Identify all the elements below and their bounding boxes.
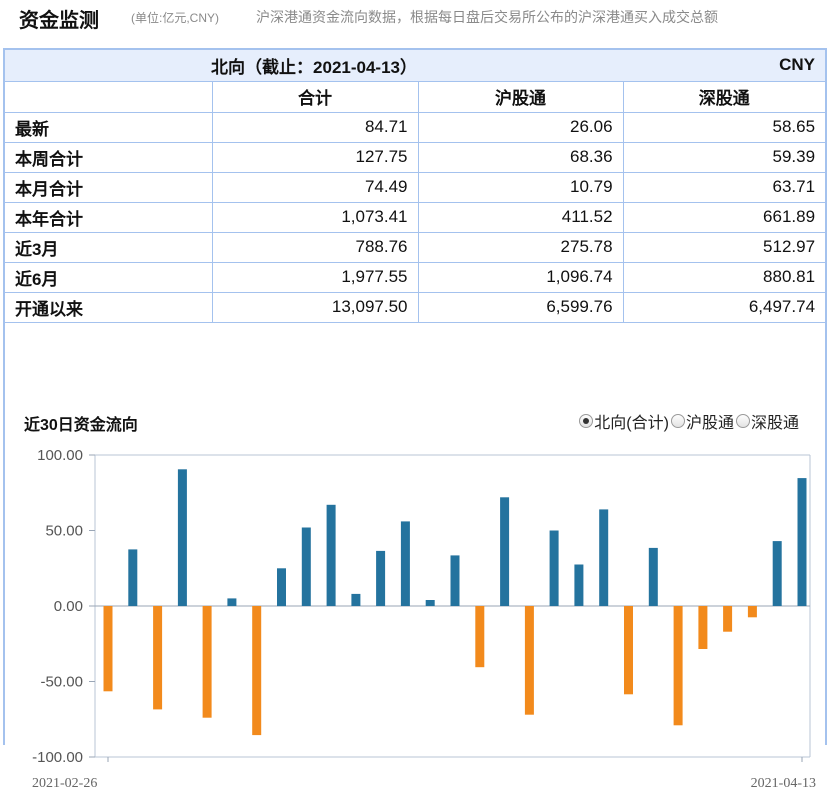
legend-label: 深股通 xyxy=(750,415,799,432)
y-tick-label: -50.00 xyxy=(40,674,83,691)
cell-shanghai: 68.36 xyxy=(417,141,624,173)
page-header: 资金监测 (单位:亿元,CNY) 沪深港通资金流向数据，根据每日盘后交易所公布的… xyxy=(0,0,835,34)
bar-negative xyxy=(524,606,534,715)
y-tick-label: 100.00 xyxy=(37,447,83,464)
cell-shenzhen: 63.71 xyxy=(622,171,826,203)
radio-checked-icon[interactable] xyxy=(579,414,594,428)
table-row: 最新 84.71 26.06 58.65 xyxy=(5,111,826,143)
fund-flow-bar-chart: 100.00 50.00 0.00 -50.00 -100.00 2021-02-26 20… xyxy=(32,447,816,791)
radio-unchecked-icon[interactable] xyxy=(670,414,685,428)
bar-positive xyxy=(450,555,460,606)
cell-total: 1,073.41 xyxy=(211,201,419,233)
y-tick-label: 50.00 xyxy=(45,523,83,540)
bar-negative xyxy=(723,606,733,632)
row-label: 本月合计 xyxy=(5,171,213,203)
table-title-row: 北向（截止：2021-04-13） CNY xyxy=(5,50,826,82)
row-label: 开通以来 xyxy=(5,291,213,323)
row-label: 近3月 xyxy=(5,231,213,263)
cell-shenzhen: 58.65 xyxy=(622,111,826,143)
bar-positive xyxy=(128,549,138,606)
northbound-flow-table: 北向（截止：2021-04-13） CNY 合计 沪股通 深股通 最新 84.71… xyxy=(5,50,826,323)
row-label: 本周合计 xyxy=(5,141,213,173)
column-header-shanghai: 沪股通 xyxy=(417,80,624,113)
unit-note: (单位:亿元,CNY) xyxy=(131,11,219,25)
bar-negative xyxy=(202,606,212,718)
fund-monitor-panel: 北向（截止：2021-04-13） CNY 合计 沪股通 深股通 最新 84.71… xyxy=(3,48,827,791)
table-row: 本月合计 74.49 10.79 63.71 xyxy=(5,171,826,203)
cell-shanghai: 10.79 xyxy=(417,171,624,203)
bar-positive xyxy=(425,600,435,606)
description-text: 沪深港通资金流向数据，根据每日盘后交易所公布的沪深港通买入成交总额 xyxy=(256,9,718,25)
chart-title: 近30日资金流向 xyxy=(24,417,138,434)
cell-shenzhen: 59.39 xyxy=(622,141,826,173)
cell-total: 74.49 xyxy=(211,171,419,203)
bar-negative xyxy=(698,606,708,649)
bar-negative xyxy=(747,606,757,618)
bar-positive xyxy=(301,527,311,606)
currency-label: CNY xyxy=(623,50,826,82)
bar-positive xyxy=(277,568,286,607)
cell-total: 127.75 xyxy=(211,141,419,173)
column-header-row: 合计 沪股通 深股通 xyxy=(5,80,826,113)
table-row: 开通以来 13,097.50 6,599.76 6,497.74 xyxy=(5,291,826,323)
bar-positive xyxy=(227,598,237,606)
table-row: 近6月 1,977.55 1,096.74 880.81 xyxy=(5,261,826,293)
bar-negative xyxy=(673,606,683,726)
bar-positive xyxy=(772,541,782,606)
radio-unchecked-icon[interactable] xyxy=(735,414,750,428)
row-label: 近6月 xyxy=(5,261,213,293)
column-header-shenzhen: 深股通 xyxy=(622,80,826,113)
cell-total: 788.76 xyxy=(211,231,419,263)
cell-shenzhen: 6,497.74 xyxy=(622,291,826,323)
cell-shanghai: 1,096.74 xyxy=(417,261,624,293)
bar-negative xyxy=(624,606,633,695)
legend-item-northbound-total[interactable]: 北向(合计) xyxy=(579,409,669,433)
y-tick-label: -100.00 xyxy=(32,749,83,766)
legend-label: 北向(合计) xyxy=(594,415,669,432)
cell-shenzhen: 512.97 xyxy=(622,231,826,263)
bar-positive xyxy=(177,469,187,606)
bar-negative xyxy=(475,606,485,668)
cell-total: 84.71 xyxy=(211,111,419,143)
table-row: 本周合计 127.75 68.36 59.39 xyxy=(5,141,826,173)
table-title: 北向（截止：2021-04-13） xyxy=(5,50,624,82)
x-end-label: 2021-04-13 xyxy=(751,776,816,791)
bar-positive xyxy=(797,478,807,606)
legend-label: 沪股通 xyxy=(685,415,734,432)
cell-shenzhen: 661.89 xyxy=(622,201,826,233)
bar-positive xyxy=(326,504,336,606)
bar-negative xyxy=(153,606,163,710)
bar-negative xyxy=(103,606,113,692)
bar-positive xyxy=(648,547,658,606)
legend-item-shanghai[interactable]: 沪股通 xyxy=(670,409,734,433)
column-header-empty xyxy=(5,80,213,113)
cell-shanghai: 26.06 xyxy=(417,111,624,143)
x-start-label: 2021-02-26 xyxy=(32,776,97,791)
cell-total: 1,977.55 xyxy=(211,261,419,293)
bar-positive xyxy=(351,593,361,606)
bar-positive xyxy=(400,521,410,606)
table-row: 本年合计 1,073.41 411.52 661.89 xyxy=(5,201,826,233)
column-header-total: 合计 xyxy=(211,80,419,113)
bar-positive xyxy=(500,497,510,606)
bar-positive xyxy=(376,550,386,606)
bar-positive xyxy=(599,509,609,606)
cell-shenzhen: 880.81 xyxy=(622,261,826,293)
cell-shanghai: 411.52 xyxy=(417,201,624,233)
cell-shanghai: 6,599.76 xyxy=(417,291,624,323)
table-row: 近3月 788.76 275.78 512.97 xyxy=(5,231,826,263)
bar-positive xyxy=(549,530,559,606)
row-label: 最新 xyxy=(5,111,213,143)
cell-total: 13,097.50 xyxy=(211,291,419,323)
row-label: 本年合计 xyxy=(5,201,213,233)
chart-legend: 北向(合计) 沪股通 深股通 xyxy=(577,409,799,433)
y-tick-label: 0.00 xyxy=(54,598,83,615)
cell-shanghai: 275.78 xyxy=(417,231,624,263)
bar-negative xyxy=(252,606,262,736)
page-title: 资金监测 xyxy=(19,10,99,32)
legend-item-shenzhen[interactable]: 深股通 xyxy=(735,409,799,433)
bar-positive xyxy=(574,564,584,606)
